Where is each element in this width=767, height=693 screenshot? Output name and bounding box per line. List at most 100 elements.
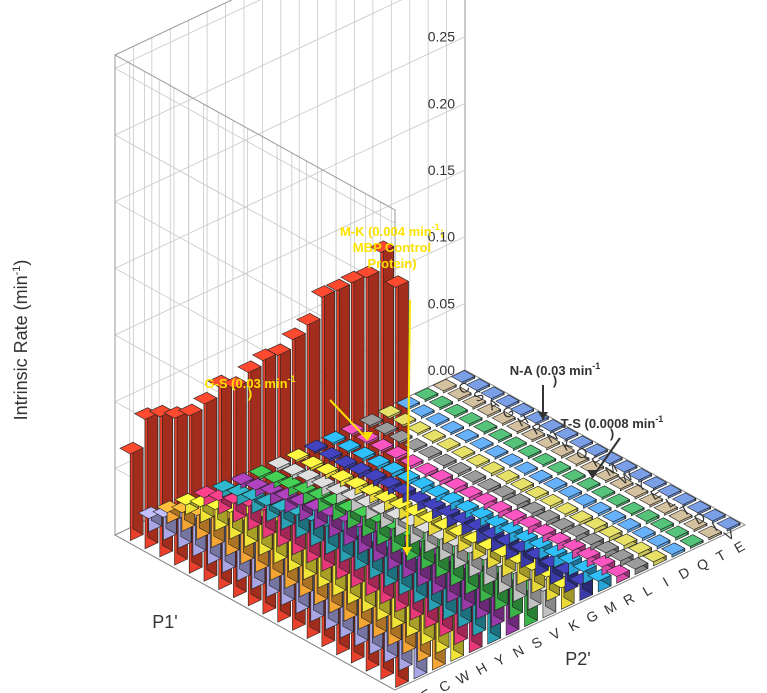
bar-N-R [428,469,454,486]
bar-E-I [568,510,594,526]
bar-V-T [697,525,723,541]
bar-V-R [605,564,631,584]
bar-H-L [417,445,443,461]
p2-axis-label: P2' [565,649,590,669]
bar-N-L [447,461,472,478]
bar-K-I [480,461,505,477]
p2-tick-label: H [473,659,490,678]
bar-F-L [491,484,516,502]
bar-T-Q [635,509,660,525]
bar-K-R [443,477,469,494]
p2-tick-label: D [676,564,693,583]
bar-K-L [461,469,487,486]
annotation: T-S (0.0008 min-1) [561,414,664,479]
bar-D-D [631,525,656,542]
bar-H-R [399,454,424,470]
bar-H-G [362,468,387,487]
bar-R-L [432,453,457,469]
bar-N-M [410,476,435,495]
bar-A-E [480,386,505,402]
bar-H-Q [473,419,498,435]
bar-G-G [347,461,373,479]
p1-tick-label: I [709,519,720,535]
bar-G-I [421,429,446,444]
bar-L-Q [620,501,645,517]
bar-H-T [491,411,516,427]
z-tick-label: 0.05 [428,295,455,311]
bar-A-M [351,446,376,462]
bar-S-D [410,404,435,419]
bar-C-M [321,430,347,446]
p2-tick-label: Q [694,555,712,574]
bar-C-V [266,456,292,472]
bar-M-R [487,500,513,519]
bar-D-L [594,540,620,559]
svg-text:N-A (0.03 min-1): N-A (0.03 min-1) [510,361,601,388]
bar-Y-L [535,509,561,527]
annotation: G-S (0.03 min-1) [204,374,373,441]
bar-Q-T [550,443,575,459]
bar-E-T [624,484,649,500]
bar-C-T [432,378,457,394]
bar-W-I [539,493,564,510]
bar-K-T [535,435,561,451]
bar-G-Q [458,411,483,427]
bar-S-Q [428,395,454,411]
bar-Q-E [568,435,594,451]
bar-I-I [627,541,653,559]
svg-text:T-S (0.0008 min-1): T-S (0.0008 min-1) [561,414,664,441]
bar-D-R [576,546,601,568]
bar-R-T [506,419,531,435]
bar-A-Q [443,403,469,419]
bar-I-Q [664,525,690,541]
bar-C-S [248,464,273,481]
annotation: N-A (0.03 min-1) [510,361,601,420]
bar-C-I [377,404,402,420]
bar-I-D [646,534,671,550]
z-tick-label: 0.10 [428,229,455,245]
annotation: M-K (0.004 min-1; MBP Control Protein) [340,222,444,556]
bar-T-R [561,538,586,560]
bar-K-E [554,427,579,442]
bar-K-D [498,453,524,468]
p2-tick-label: G [583,607,600,626]
annotations: M-K (0.004 min-1; MBP Control Protein) G-S … [204,222,664,556]
bar-I-E [701,508,726,524]
bar-Q-L [476,477,502,494]
bar-V-D [660,542,686,558]
bar-R-R [414,462,439,478]
bar-R-D [469,436,494,452]
bar-G-D [439,420,465,436]
bar-Q-I [495,469,520,485]
bar-W-E [613,459,638,475]
bar-A-R [369,438,395,454]
p2-tick-label: K [565,616,582,635]
bar-G-R [384,445,410,462]
bar-H-D [454,428,480,444]
bar-E-Q [605,493,631,509]
bar-C-K [285,448,310,463]
z-axis-label: Intrinsic Rate (min-1) [11,260,31,421]
bar-D-E [686,500,712,516]
bar-D-I [613,533,638,551]
bar-N-E [539,418,564,434]
z-axis-ticks: 0.000.050.100.150.200.250.30 [428,29,455,378]
bar-F-R [473,492,498,511]
bar-M-I [524,485,550,502]
bar-V-L [624,556,649,576]
p2-tick-label: W [453,667,473,688]
p2-tick-label: I [660,574,671,590]
bar-S-K [299,455,325,472]
bar-N-Q [502,436,527,452]
svg-text:G-S (0.03 min-1): G-S (0.03 min-1) [204,374,295,401]
bar-D-T [668,509,693,524]
z-tick-label: 0.25 [428,29,455,45]
bar-M-Q [561,468,586,484]
p2-tick-label: T [713,546,729,564]
bar-C-G [303,439,329,455]
bar-L-L [565,524,590,543]
bar-F-D [528,469,553,485]
bar-I-L [609,548,634,567]
bar-Y-D [572,493,597,509]
